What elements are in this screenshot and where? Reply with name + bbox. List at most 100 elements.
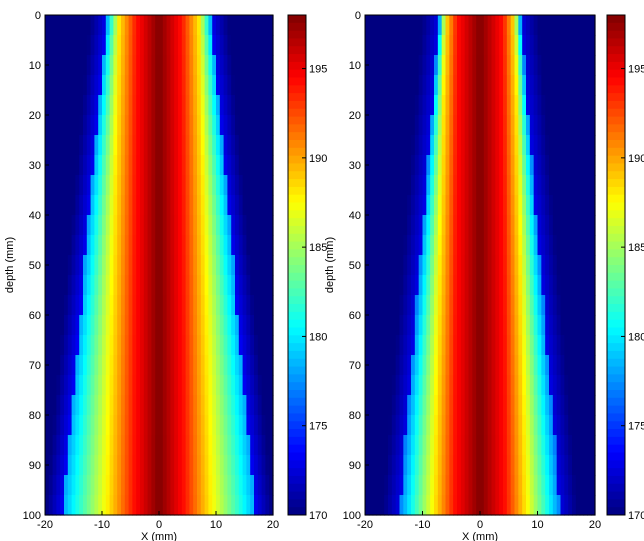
- heatmap-cell: [391, 115, 397, 136]
- heatmap-cell: [140, 195, 145, 216]
- heatmap-cell: [223, 215, 228, 236]
- heatmap-cell: [384, 215, 389, 236]
- heatmap-cell: [151, 75, 156, 96]
- heatmap-cell: [464, 155, 470, 176]
- heatmap-cell: [391, 335, 397, 356]
- heatmap-cell: [591, 15, 596, 36]
- heatmap-cell: [147, 155, 152, 176]
- heatmap-cell: [476, 335, 481, 356]
- heatmap-cell: [411, 35, 416, 56]
- colorbar-segment: [607, 444, 625, 453]
- heatmap-cell: [117, 295, 122, 316]
- heatmap-cell: [533, 255, 539, 276]
- heatmap-cell: [388, 255, 393, 276]
- heatmap-cell: [56, 275, 61, 296]
- heatmap-cell: [250, 475, 255, 496]
- heatmap-cell: [491, 415, 496, 436]
- heatmap-cell: [407, 455, 412, 476]
- heatmap-cell: [250, 175, 255, 196]
- colorbar-segment: [607, 436, 625, 446]
- heatmap-cell: [564, 415, 569, 436]
- heatmap-cell: [197, 255, 202, 276]
- heatmap-cell: [422, 495, 427, 516]
- heatmap-cell: [430, 355, 435, 376]
- right-x-axis-label: X (mm): [462, 531, 498, 541]
- heatmap-cell: [510, 495, 516, 516]
- heatmap-cell: [368, 395, 374, 416]
- heatmap-cell: [197, 275, 202, 296]
- heatmap-cell: [250, 495, 255, 516]
- heatmap-cell: [430, 455, 435, 476]
- heatmap-cell: [60, 235, 65, 256]
- heatmap-cell: [372, 55, 378, 76]
- heatmap-cell: [499, 75, 504, 96]
- heatmap-cell: [242, 175, 247, 196]
- heatmap-cell: [437, 475, 443, 496]
- heatmap-cell: [583, 155, 588, 176]
- heatmap-cell: [514, 235, 519, 256]
- heatmap-cell: [518, 375, 523, 396]
- heatmap-cell: [384, 15, 389, 36]
- heatmap-cell: [537, 215, 542, 236]
- heatmap-cell: [52, 35, 57, 56]
- heatmap-cell: [457, 195, 462, 216]
- heatmap-cell: [526, 475, 531, 496]
- heatmap-cell: [170, 475, 175, 496]
- heatmap-cell: [219, 155, 225, 176]
- heatmap-cell: [75, 135, 80, 156]
- heatmap-cell: [418, 435, 424, 456]
- heatmap-cell: [472, 415, 477, 436]
- heatmap-cell: [514, 435, 519, 456]
- heatmap-cell: [365, 95, 370, 116]
- heatmap-cell: [529, 315, 535, 336]
- heatmap-cell: [533, 395, 539, 416]
- heatmap-cell: [98, 135, 103, 156]
- heatmap-cell: [79, 235, 84, 256]
- heatmap-cell: [238, 15, 244, 36]
- heatmap-cell: [529, 475, 535, 496]
- heatmap-cell: [105, 235, 111, 256]
- heatmap-cell: [388, 435, 393, 456]
- heatmap-cell: [445, 215, 450, 236]
- heatmap-cell: [170, 415, 175, 436]
- heatmap-cell: [212, 395, 217, 416]
- heatmap-cell: [170, 155, 175, 176]
- colorbar-segment: [288, 124, 306, 133]
- heatmap-cell: [457, 55, 462, 76]
- heatmap-cell: [124, 455, 130, 476]
- heatmap-cell: [75, 235, 80, 256]
- heatmap-cell: [223, 35, 228, 56]
- heatmap-cell: [109, 275, 114, 296]
- heatmap-cell: [94, 75, 99, 96]
- heatmap-cell: [388, 235, 393, 256]
- heatmap-cell: [395, 455, 401, 476]
- heatmap-cell: [113, 435, 118, 456]
- heatmap-cell: [83, 95, 88, 116]
- heatmap-cell: [449, 95, 454, 116]
- heatmap-cell: [472, 375, 477, 396]
- colorbar-segment: [607, 147, 625, 157]
- heatmap-cell: [564, 315, 569, 336]
- heatmap-cell: [223, 355, 228, 376]
- heatmap-cell: [560, 255, 565, 276]
- heatmap-cell: [136, 55, 141, 76]
- heatmap-cell: [480, 315, 485, 336]
- x-tick-label: -20: [357, 519, 373, 531]
- heatmap-cell: [591, 495, 596, 516]
- heatmap-cell: [533, 115, 539, 136]
- heatmap-cell: [403, 435, 408, 456]
- heatmap-cell: [162, 115, 168, 136]
- heatmap-cell: [98, 35, 103, 56]
- heatmap-cell: [411, 75, 416, 96]
- heatmap-cell: [518, 295, 523, 316]
- heatmap-cell: [418, 255, 424, 276]
- heatmap-cell: [506, 215, 512, 236]
- heatmap-cell: [60, 35, 65, 56]
- heatmap-cell: [83, 155, 88, 176]
- heatmap-cell: [75, 55, 80, 76]
- heatmap-cell: [560, 315, 565, 336]
- heatmap-cell: [102, 475, 107, 496]
- heatmap-cell: [537, 435, 542, 456]
- heatmap-cell: [269, 315, 274, 336]
- heatmap-cell: [52, 75, 57, 96]
